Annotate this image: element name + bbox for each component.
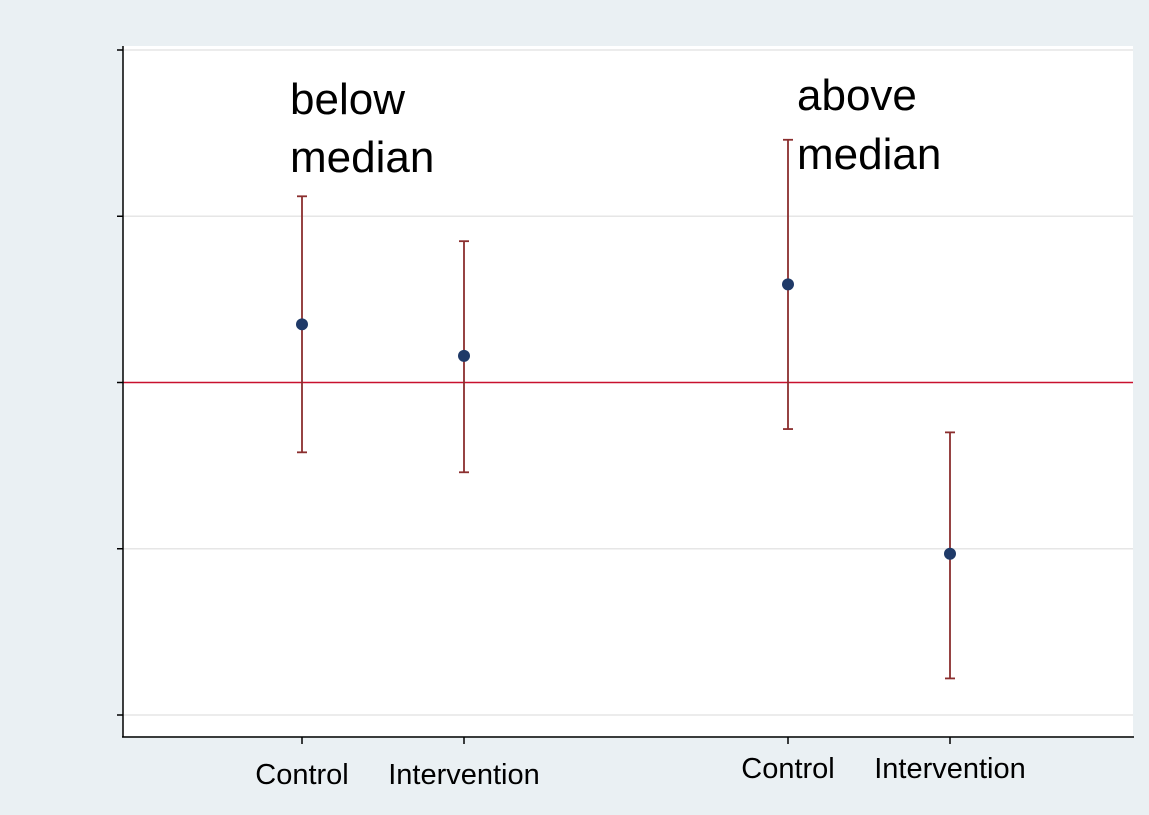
point-marker [458,349,470,362]
x-tick-label: Intervention [874,753,1026,785]
group-label-line: median [797,130,941,179]
point-marker [296,318,308,331]
y-ticks [117,49,123,716]
x-tick-label: Intervention [388,759,540,791]
x-tick-label: Control [255,759,349,791]
x-tick-labels: Control Intervention Control Intervention [255,753,1026,791]
x-tick-label: Control [741,753,835,785]
marker-layer [296,278,956,560]
group-label-line: below [290,75,405,124]
point-marker [944,547,956,560]
group-label-line: median [290,133,434,182]
plot-area [123,46,1133,736]
group-labels: below median above median [290,71,941,182]
point-marker [782,278,794,291]
grid-layer [123,49,1133,716]
group-label-line: above [797,71,917,120]
x-ticks [301,737,951,744]
